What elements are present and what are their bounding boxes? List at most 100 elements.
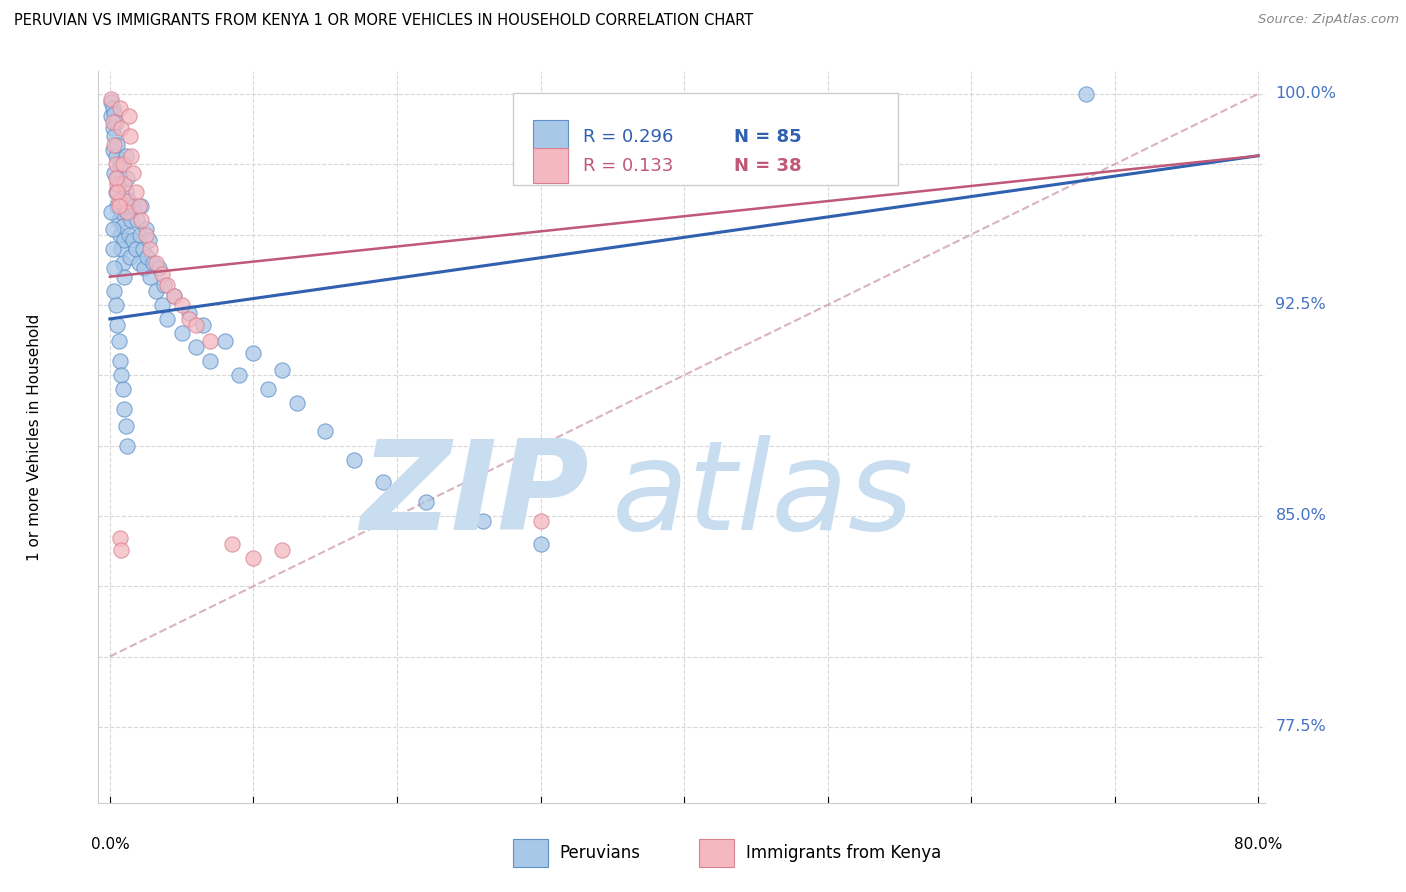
Point (128, 255, 150, 269)
Point (108, 227, 131, 242)
Point (105, 318, 128, 332)
Point (314, 425, 336, 439)
Text: 0.0%: 0.0% (90, 837, 129, 852)
Point (145, 255, 167, 269)
FancyBboxPatch shape (513, 94, 898, 185)
Point (110, 242, 132, 256)
Point (100, 109, 122, 123)
Point (101, 222, 124, 236)
Point (108, 532, 131, 546)
Text: Peruvians: Peruvians (560, 844, 640, 862)
Point (118, 250, 141, 264)
Point (104, 171, 127, 186)
Point (108, 354, 131, 368)
Point (108, 194, 131, 208)
FancyBboxPatch shape (513, 839, 548, 867)
Point (115, 438, 138, 452)
Point (125, 242, 148, 256)
Point (114, 186, 136, 200)
Point (170, 326, 193, 340)
Point (110, 542, 132, 557)
Point (107, 177, 129, 191)
Point (110, 120, 132, 135)
Point (100, 95, 122, 110)
Point (112, 401, 135, 416)
Point (285, 396, 308, 410)
Point (105, 199, 128, 213)
Point (101, 242, 124, 256)
Point (101, 120, 124, 135)
Text: 80.0%: 80.0% (1234, 837, 1282, 852)
Point (101, 143, 124, 157)
Point (118, 129, 141, 144)
Point (107, 213, 129, 227)
Point (120, 213, 142, 227)
Point (193, 318, 215, 332)
Point (139, 242, 162, 256)
Point (101, 101, 124, 115)
Point (104, 298, 127, 312)
Point (120, 149, 142, 163)
Point (105, 137, 128, 152)
Point (214, 334, 236, 349)
Text: Immigrants from Kenya: Immigrants from Kenya (747, 844, 942, 862)
Point (110, 205, 132, 219)
Point (112, 269, 135, 284)
Text: 77.5%: 77.5% (1275, 719, 1326, 734)
Text: R = 0.296: R = 0.296 (582, 128, 673, 146)
Point (104, 115, 127, 129)
Point (200, 354, 222, 368)
Point (108, 101, 131, 115)
Point (107, 194, 129, 208)
Point (125, 186, 148, 200)
Point (115, 205, 138, 219)
Point (111, 255, 134, 269)
FancyBboxPatch shape (533, 148, 568, 184)
Point (103, 261, 125, 276)
Point (104, 149, 127, 163)
Point (150, 267, 173, 281)
Point (103, 166, 125, 180)
Point (228, 368, 250, 383)
Point (105, 177, 128, 191)
Point (112, 177, 135, 191)
Point (148, 261, 170, 276)
Text: 92.5%: 92.5% (1275, 297, 1326, 312)
Point (163, 289, 186, 303)
Point (103, 284, 125, 298)
Point (153, 278, 176, 293)
Text: N = 38: N = 38 (734, 157, 801, 175)
Point (200, 334, 222, 349)
Point (104, 186, 127, 200)
Text: R = 0.133: R = 0.133 (582, 157, 673, 175)
Point (117, 227, 139, 242)
Point (136, 250, 159, 264)
Text: 100.0%: 100.0% (1275, 87, 1337, 102)
Point (115, 171, 138, 186)
Point (114, 149, 136, 163)
Point (111, 219, 134, 233)
Point (145, 284, 167, 298)
Point (135, 227, 157, 242)
Point (129, 227, 152, 242)
Point (115, 205, 138, 219)
Point (184, 318, 207, 332)
Point (122, 233, 145, 247)
Point (105, 186, 128, 200)
Point (221, 537, 243, 551)
Point (177, 312, 200, 326)
Point (156, 312, 179, 326)
Point (100, 205, 122, 219)
Point (117, 194, 139, 208)
Point (271, 542, 294, 557)
FancyBboxPatch shape (533, 120, 568, 155)
Point (127, 213, 149, 227)
Point (111, 382, 134, 396)
Point (242, 551, 264, 566)
Text: 85.0%: 85.0% (1275, 508, 1326, 524)
Point (128, 199, 150, 213)
Point (135, 222, 157, 236)
Point (104, 157, 127, 171)
Point (529, 537, 551, 551)
Text: Source: ZipAtlas.com: Source: ZipAtlas.com (1258, 13, 1399, 27)
